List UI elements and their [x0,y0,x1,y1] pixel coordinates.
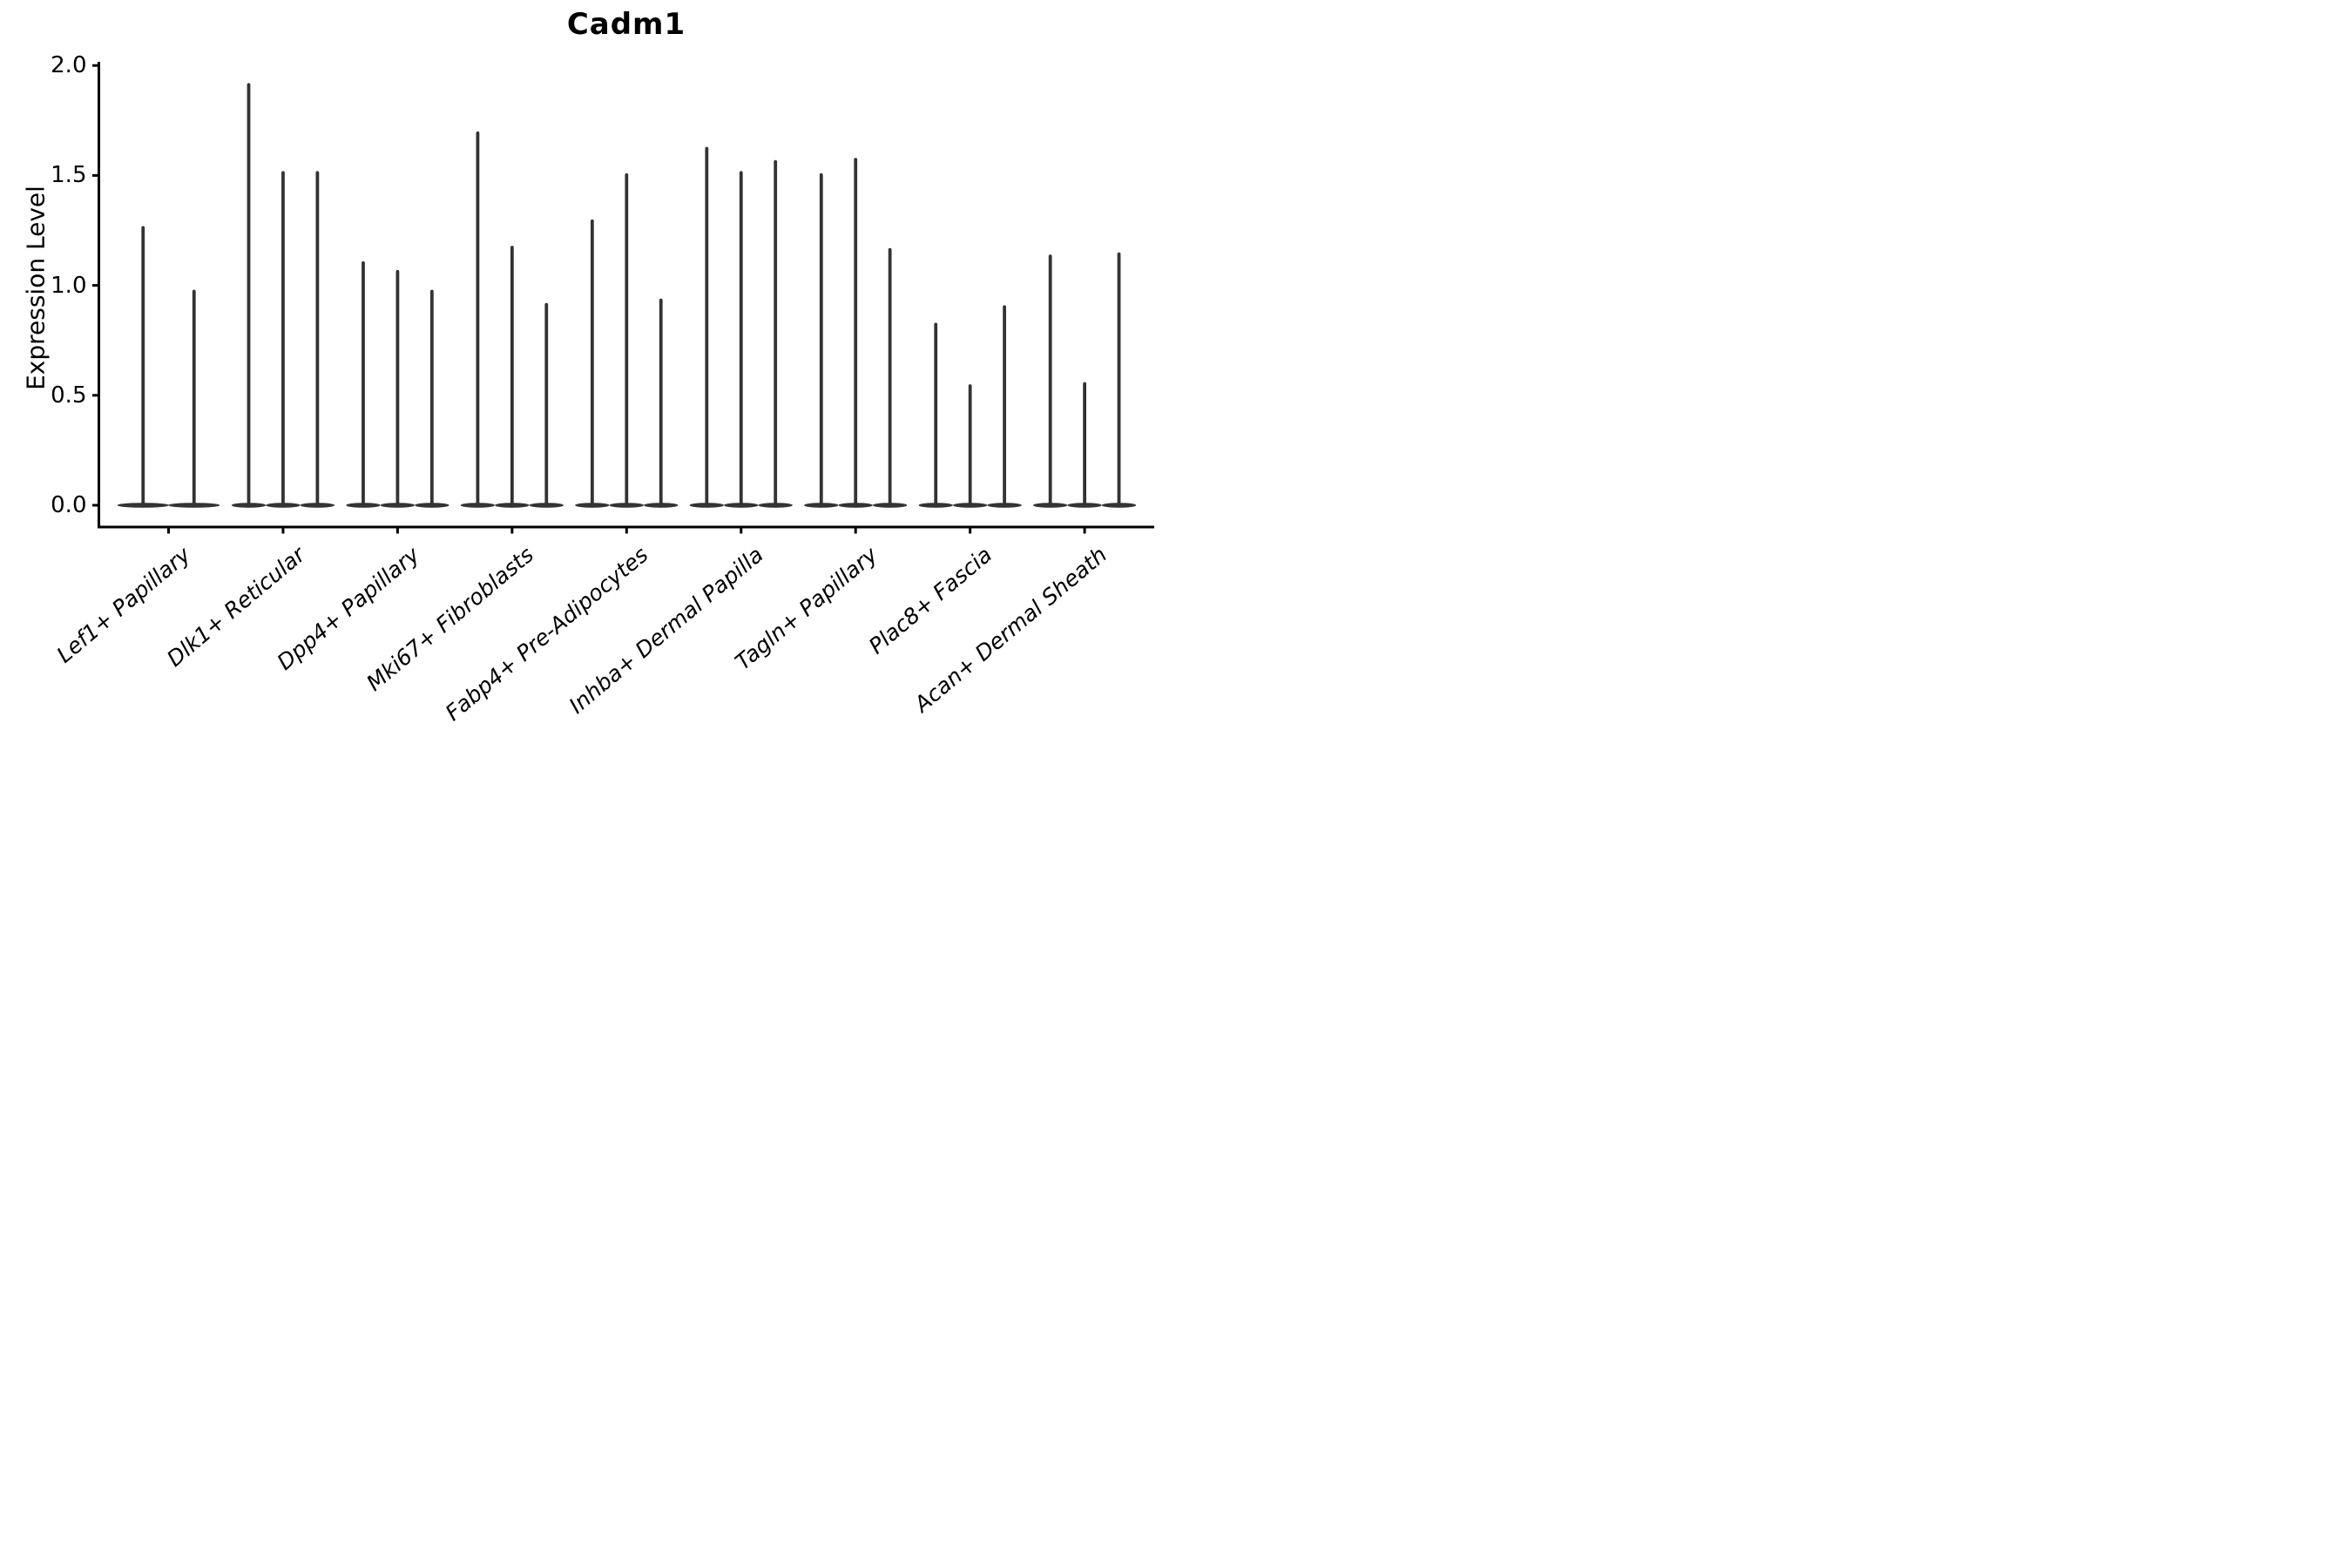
violin-spike [854,158,858,508]
violin-spike [141,226,145,508]
violin-spike [705,146,709,508]
violin-plot-figure: Cadm1 Expression Level 0.0 0.5 1.0 1.5 2.0 L… [0,0,1176,784]
violin-spike [281,171,285,508]
chart-title: Cadm1 [566,7,686,42]
violin-spike [544,302,549,508]
violin-spike [819,172,823,508]
violin-spike [192,289,196,508]
y-tick-label: 0.5 [51,382,87,409]
violin-spike [739,171,743,508]
violin-spike [476,131,480,508]
violin-spike [1083,382,1086,508]
violin-spike [968,384,972,508]
violin-spike [888,247,892,508]
violin-spike [1003,305,1006,508]
violin-spike [659,298,663,508]
violin-spike [774,159,778,508]
violin-spike [315,171,320,508]
violin-spike [934,322,938,508]
y-tick-label: 2.0 [51,52,87,79]
violin-spike [625,172,629,508]
violin-spike [1048,254,1052,508]
y-tick-label: 1.0 [51,272,87,299]
violin-spike [395,269,400,508]
y-tick-label: 0.0 [51,492,87,518]
violin-spike [362,260,365,508]
violin-spike [247,83,251,508]
plot-area [92,62,1154,534]
violin-spike [590,219,594,508]
violin-spike [1117,252,1121,508]
y-tick-label: 1.5 [51,162,87,189]
violin-spike [429,289,434,508]
violin-spike [510,246,514,508]
